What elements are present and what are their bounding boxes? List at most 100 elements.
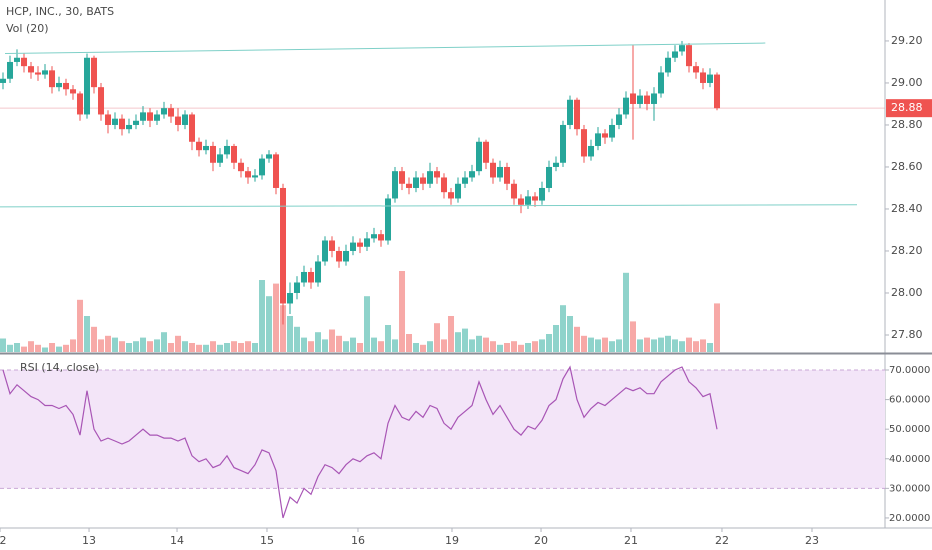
volume-bar bbox=[119, 341, 126, 352]
candle-body bbox=[203, 145, 210, 151]
x-tick-label: 20 bbox=[534, 534, 548, 547]
candle-body bbox=[399, 171, 406, 184]
candle-body bbox=[84, 57, 91, 115]
candle-body bbox=[679, 45, 686, 52]
volume-bar bbox=[91, 326, 98, 352]
candle-body bbox=[217, 154, 224, 163]
volume-bar bbox=[616, 339, 623, 352]
candle-body bbox=[497, 166, 504, 178]
volume-bar bbox=[714, 303, 721, 352]
volume-bar bbox=[504, 343, 511, 352]
candle-body bbox=[588, 145, 595, 157]
candle-body bbox=[357, 242, 364, 247]
candle-body bbox=[427, 171, 434, 184]
candle-body bbox=[245, 171, 252, 178]
rsi-band bbox=[0, 370, 885, 489]
candle-body bbox=[364, 238, 371, 247]
x-tick-label: 16 bbox=[351, 534, 365, 547]
volume-bar bbox=[259, 280, 266, 352]
volume-bar bbox=[546, 334, 553, 352]
volume-bar bbox=[483, 337, 490, 352]
volume-bar bbox=[133, 341, 140, 352]
candle-body bbox=[686, 45, 693, 67]
volume-bar bbox=[231, 341, 238, 352]
candle-body bbox=[210, 145, 217, 163]
candle-body bbox=[371, 234, 378, 239]
volume-bar bbox=[637, 339, 644, 352]
volume-bar bbox=[539, 339, 546, 352]
candle-body bbox=[665, 57, 672, 73]
candle-body bbox=[483, 141, 490, 163]
candle-body bbox=[378, 234, 385, 241]
candle-body bbox=[609, 124, 616, 138]
candle-body bbox=[112, 118, 119, 125]
candle-body bbox=[147, 112, 154, 121]
candle-body bbox=[266, 154, 273, 159]
candle-body bbox=[49, 70, 56, 88]
x-tick-label: 2 bbox=[0, 534, 7, 547]
x-tick-label: 22 bbox=[715, 534, 729, 547]
candle-body bbox=[700, 72, 707, 83]
volume-bar bbox=[385, 325, 392, 352]
y-tick-label: 60.0000 bbox=[889, 395, 930, 406]
candle-body bbox=[273, 154, 280, 188]
volume-bar bbox=[42, 347, 49, 352]
volume-bar bbox=[301, 337, 308, 352]
candle-body bbox=[294, 282, 301, 293]
volume-bar bbox=[245, 341, 252, 352]
candle-body bbox=[63, 82, 70, 90]
volume-bar bbox=[84, 316, 91, 352]
volume-bar bbox=[518, 344, 525, 352]
trendline bbox=[0, 204, 858, 208]
candle-body bbox=[532, 196, 539, 201]
volume-bar bbox=[308, 341, 315, 352]
y-tick-label: 28.00 bbox=[891, 286, 923, 299]
candle-body bbox=[21, 57, 28, 67]
volume-bar bbox=[392, 339, 399, 352]
volume-bar bbox=[35, 344, 42, 352]
candle-body bbox=[133, 120, 140, 125]
candle-body bbox=[637, 95, 644, 104]
volume-bar bbox=[336, 335, 343, 352]
candle-body bbox=[0, 78, 7, 83]
volume-bar bbox=[462, 328, 469, 352]
candle-body bbox=[280, 187, 287, 304]
candle-body bbox=[567, 99, 574, 125]
candle-body bbox=[98, 87, 105, 115]
volume-bar bbox=[602, 337, 609, 352]
volume-bar bbox=[126, 343, 133, 352]
x-tick-label: 21 bbox=[624, 534, 638, 547]
candle-body bbox=[301, 271, 308, 283]
x-tick-label: 15 bbox=[260, 534, 274, 547]
candle-body bbox=[154, 114, 161, 121]
candle-body bbox=[413, 177, 420, 188]
candle-body bbox=[469, 171, 476, 178]
candle-body bbox=[14, 57, 21, 62]
volume-bar bbox=[350, 337, 357, 352]
candle-body bbox=[140, 112, 147, 121]
last-price-label: 28.88 bbox=[891, 101, 923, 114]
volume-bar bbox=[210, 341, 217, 352]
volume-bar bbox=[294, 326, 301, 352]
candle-body bbox=[28, 66, 35, 73]
volume-bar bbox=[196, 344, 203, 352]
candle-body bbox=[546, 166, 553, 188]
volume-bar bbox=[112, 337, 119, 352]
volume-bar bbox=[147, 341, 154, 352]
candle-body bbox=[287, 292, 294, 304]
volume-bar bbox=[609, 341, 616, 352]
volume-bar bbox=[455, 332, 462, 352]
x-tick-label: 23 bbox=[805, 534, 819, 547]
candle-body bbox=[462, 177, 469, 184]
volume-bar bbox=[427, 341, 434, 352]
candle-body bbox=[504, 166, 511, 184]
candle-body bbox=[490, 162, 497, 178]
volume-bar bbox=[406, 334, 413, 352]
volume-bar bbox=[266, 296, 273, 352]
candle-body bbox=[553, 162, 560, 167]
volume-bar bbox=[357, 343, 364, 352]
candle-body bbox=[329, 240, 336, 251]
volume-bar bbox=[658, 337, 665, 352]
candle-body bbox=[91, 57, 98, 88]
